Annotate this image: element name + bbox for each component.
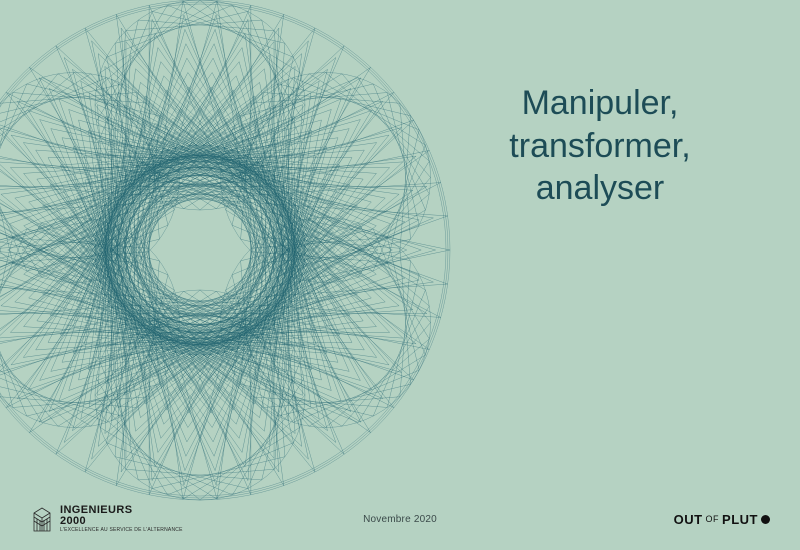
page-title: Manipuler, transformer, analyser <box>430 82 770 210</box>
left-logo-text: INGENIEURS 2000 L'EXCELLENCE AU SERVICE … <box>60 505 183 533</box>
left-logo-tagline: L'EXCELLENCE AU SERVICE DE L'ALTERNANCE <box>60 528 183 533</box>
right-logo-part1: OUT <box>674 512 703 527</box>
circle-icon <box>761 515 770 524</box>
title-line: analyser <box>430 167 770 210</box>
title-line: Manipuler, <box>430 82 770 125</box>
right-logo: OUT OF PLUT <box>674 512 770 527</box>
left-logo: INGENIEURS 2000 L'EXCELLENCE AU SERVICE … <box>30 505 183 533</box>
title-line: transformer, <box>430 125 770 168</box>
footer-date: Novembre 2020 <box>363 514 437 525</box>
right-logo-part3: PLUT <box>722 512 758 527</box>
right-logo-part2: OF <box>706 514 720 524</box>
slide: Manipuler, transformer, analyser INGENIE… <box>0 0 800 550</box>
left-logo-icon <box>30 505 54 533</box>
footer: INGENIEURS 2000 L'EXCELLENCE AU SERVICE … <box>30 502 770 536</box>
left-logo-line2: 2000 <box>60 516 183 527</box>
